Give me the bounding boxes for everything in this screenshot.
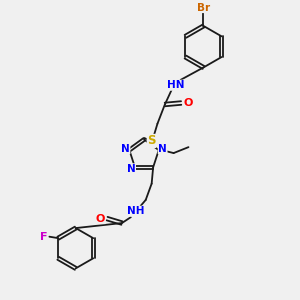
Text: N: N: [127, 164, 136, 174]
Text: O: O: [183, 98, 192, 108]
Text: Br: Br: [197, 3, 210, 13]
Text: S: S: [147, 134, 156, 147]
Text: N: N: [158, 144, 167, 154]
Text: F: F: [40, 232, 48, 242]
Text: HN: HN: [167, 80, 184, 90]
Text: NH: NH: [127, 206, 144, 216]
Text: N: N: [121, 144, 130, 154]
Text: O: O: [96, 214, 105, 224]
